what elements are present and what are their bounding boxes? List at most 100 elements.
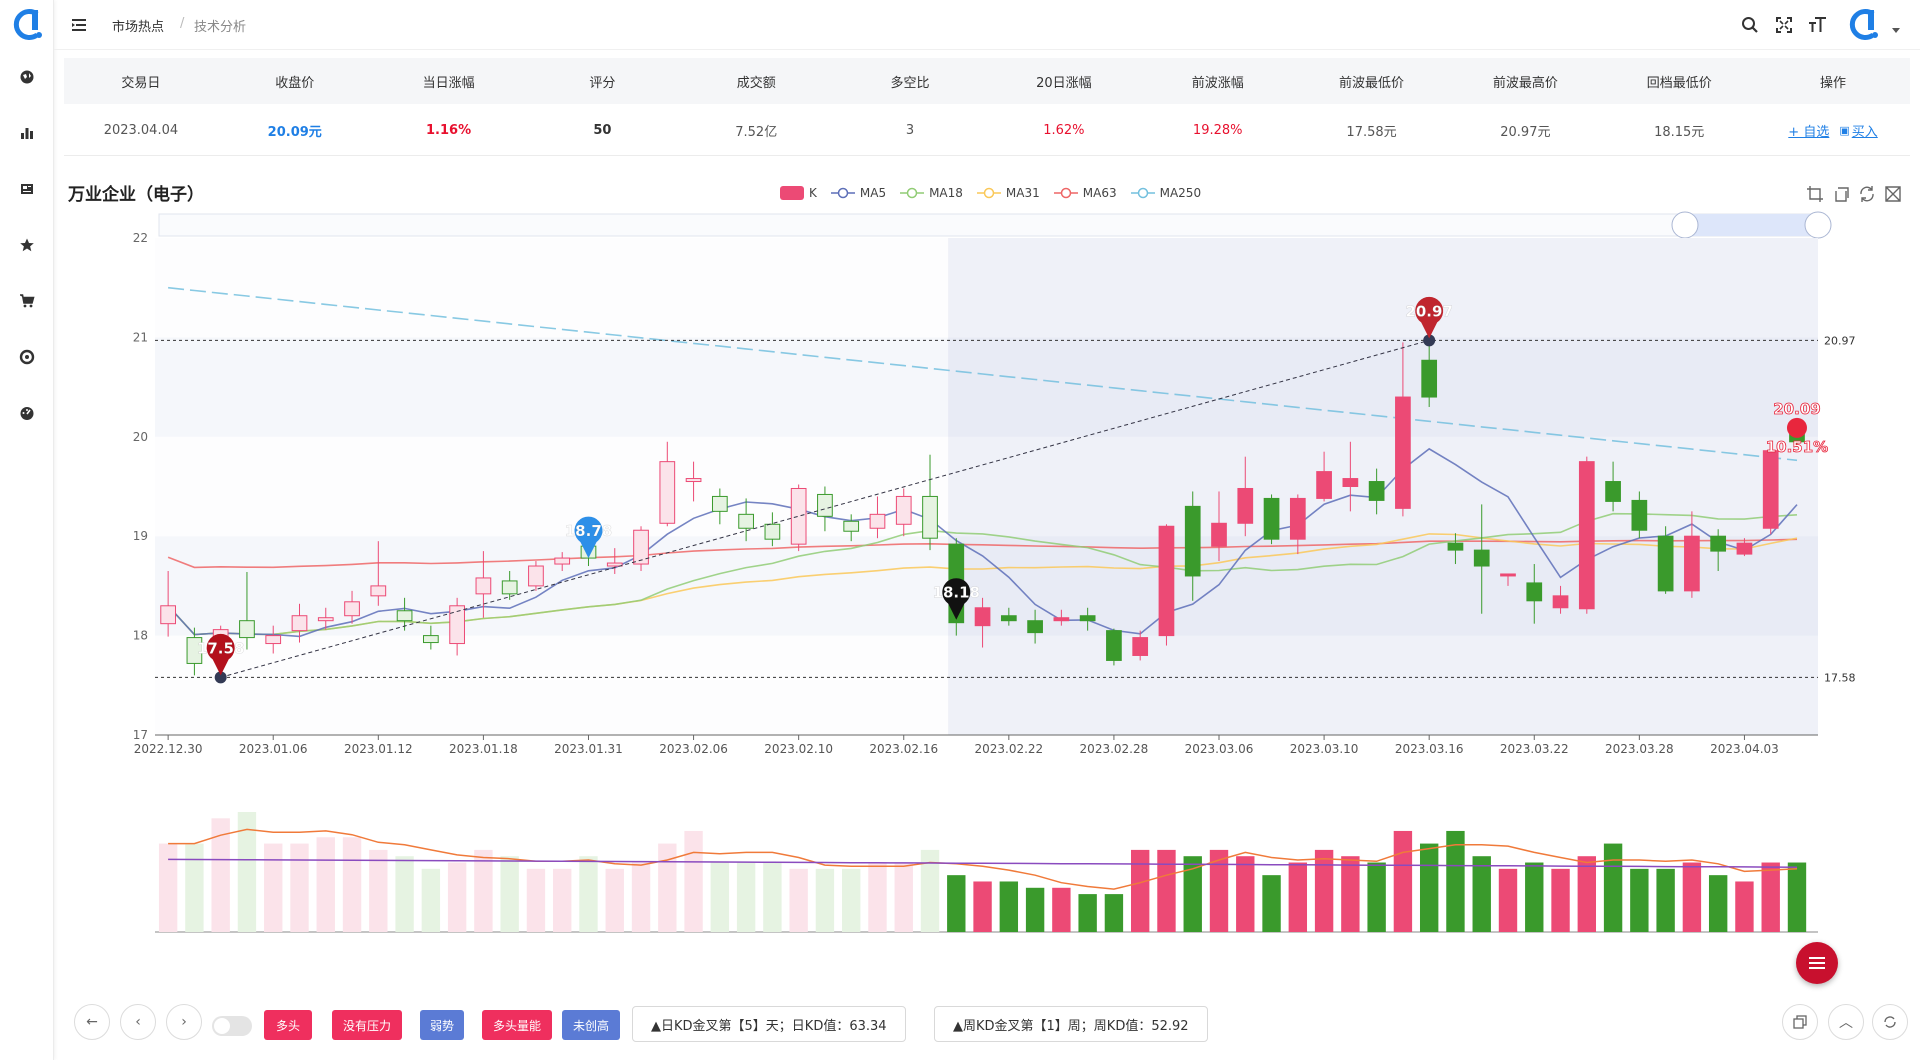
legend-swatch — [900, 187, 925, 199]
dashboard-icon[interactable] — [0, 398, 54, 428]
buy-button[interactable]: 买入 — [1851, 125, 1878, 140]
candle — [475, 577, 492, 595]
candle — [501, 580, 518, 595]
volume-bar — [1393, 830, 1413, 932]
breadcrumb-market-hot[interactable]: 市场热点 — [112, 20, 165, 35]
low-point — [214, 671, 227, 684]
cell-ratio: 3 — [905, 123, 915, 138]
legend-item[interactable]: MA250 — [1130, 186, 1201, 200]
refresh-icon[interactable] — [1872, 1004, 1908, 1040]
buy-icon[interactable]: ▣ — [1839, 124, 1850, 137]
candle — [1184, 505, 1201, 577]
y-tick-label: 18 — [133, 629, 148, 643]
zoom-handle-left — [1671, 211, 1699, 239]
header-col-2: 当日涨幅 — [422, 75, 475, 91]
grid-band — [155, 238, 1818, 338]
candle — [1552, 595, 1569, 609]
target-icon[interactable] — [0, 342, 54, 372]
volume-bar — [342, 837, 362, 932]
chart-legend: K MA5 MA18 MA31 MA63 MA250 — [780, 186, 1215, 200]
font-size-icon[interactable] — [1806, 13, 1830, 37]
restore-icon[interactable] — [1858, 185, 1876, 203]
volume-bar — [474, 849, 493, 932]
volume-bar — [1157, 849, 1176, 932]
star-icon[interactable] — [0, 230, 54, 260]
legend-swatch — [830, 187, 855, 199]
search-icon[interactable] — [1738, 13, 1762, 37]
list-icon — [1809, 957, 1825, 969]
ma63-line — [167, 538, 1798, 569]
header-col-8: 前波最低价 — [1339, 75, 1405, 91]
menu-fab-button[interactable] — [1796, 942, 1838, 984]
volume-bar — [605, 868, 624, 932]
legend-swatch — [976, 187, 1001, 199]
candle — [817, 493, 833, 517]
chart-title: 万业企业（电子） — [68, 185, 204, 205]
header-col-7: 前波涨幅 — [1191, 75, 1244, 91]
candle — [1762, 450, 1779, 529]
candle — [922, 495, 938, 539]
next-button[interactable]: › — [166, 1004, 202, 1040]
header-col-9: 前波最高价 — [1492, 75, 1558, 91]
volume-bar — [947, 875, 966, 932]
cell-score: 50 — [593, 123, 612, 138]
candle — [1447, 542, 1464, 551]
globe-icon[interactable] — [0, 62, 54, 92]
legend-item[interactable]: MA5 — [830, 186, 887, 200]
app-logo[interactable] — [10, 8, 44, 42]
volume-ma-line — [168, 858, 1798, 868]
zoom-select-icon[interactable] — [1806, 185, 1824, 203]
candle — [738, 513, 754, 529]
legend-label: MA5 — [859, 186, 887, 200]
cart-icon[interactable] — [0, 286, 54, 316]
legend-item[interactable]: MA63 — [1053, 186, 1117, 200]
high-point — [1423, 334, 1436, 347]
scroll-top-button[interactable]: ︿ — [1828, 1004, 1864, 1040]
toggle-switch[interactable] — [212, 1016, 252, 1036]
fullscreen-icon[interactable] — [1772, 13, 1796, 37]
candle — [1342, 478, 1359, 488]
volume-bar — [1735, 881, 1754, 932]
candle — [291, 615, 308, 632]
menu-toggle-icon[interactable] — [70, 16, 88, 34]
candle — [1316, 471, 1332, 499]
candle — [1631, 499, 1648, 531]
x-tick-label: 2022.12.30 — [134, 742, 203, 756]
header-col-4: 成交额 — [736, 75, 776, 91]
volume-bar — [211, 818, 230, 932]
add-watchlist-button[interactable]: + 自选 — [1788, 125, 1830, 140]
legend-item[interactable]: K — [780, 186, 817, 200]
cell-change: 1.16% — [426, 123, 472, 138]
legend-label: MA63 — [1082, 186, 1117, 200]
x-tick-label: 2023.02.28 — [1080, 742, 1149, 756]
candle — [1421, 359, 1438, 398]
volume-bar — [1787, 862, 1807, 932]
copy-icon[interactable] — [1782, 1004, 1818, 1040]
candle — [1106, 630, 1122, 661]
candle — [344, 601, 360, 617]
user-avatar[interactable] — [1846, 8, 1880, 42]
candle — [659, 461, 676, 524]
y-tick-label: 17 — [133, 728, 148, 742]
prev-button[interactable]: ‹ — [120, 1004, 156, 1040]
candle — [843, 520, 860, 532]
candle — [1211, 522, 1227, 547]
zoom-handle-right — [1804, 211, 1832, 239]
legend-swatch — [1053, 187, 1078, 199]
legend-item[interactable]: MA18 — [900, 186, 963, 200]
candle — [1027, 620, 1043, 634]
zoom-reset-icon[interactable] — [1832, 185, 1850, 203]
volume-bar — [999, 881, 1019, 932]
first-page-button[interactable]: ← — [74, 1004, 110, 1040]
news-icon[interactable] — [0, 174, 54, 204]
candle — [1684, 535, 1700, 592]
ma5-line — [167, 447, 1798, 638]
volume-bar — [815, 868, 835, 932]
legend-item[interactable]: MA31 — [976, 186, 1040, 200]
save-image-icon[interactable] — [1884, 185, 1902, 203]
volume-bar — [1025, 887, 1045, 932]
ma18-line — [167, 512, 1798, 636]
bar-chart-icon[interactable] — [0, 118, 54, 148]
chevron-down-icon[interactable] — [1892, 28, 1900, 33]
